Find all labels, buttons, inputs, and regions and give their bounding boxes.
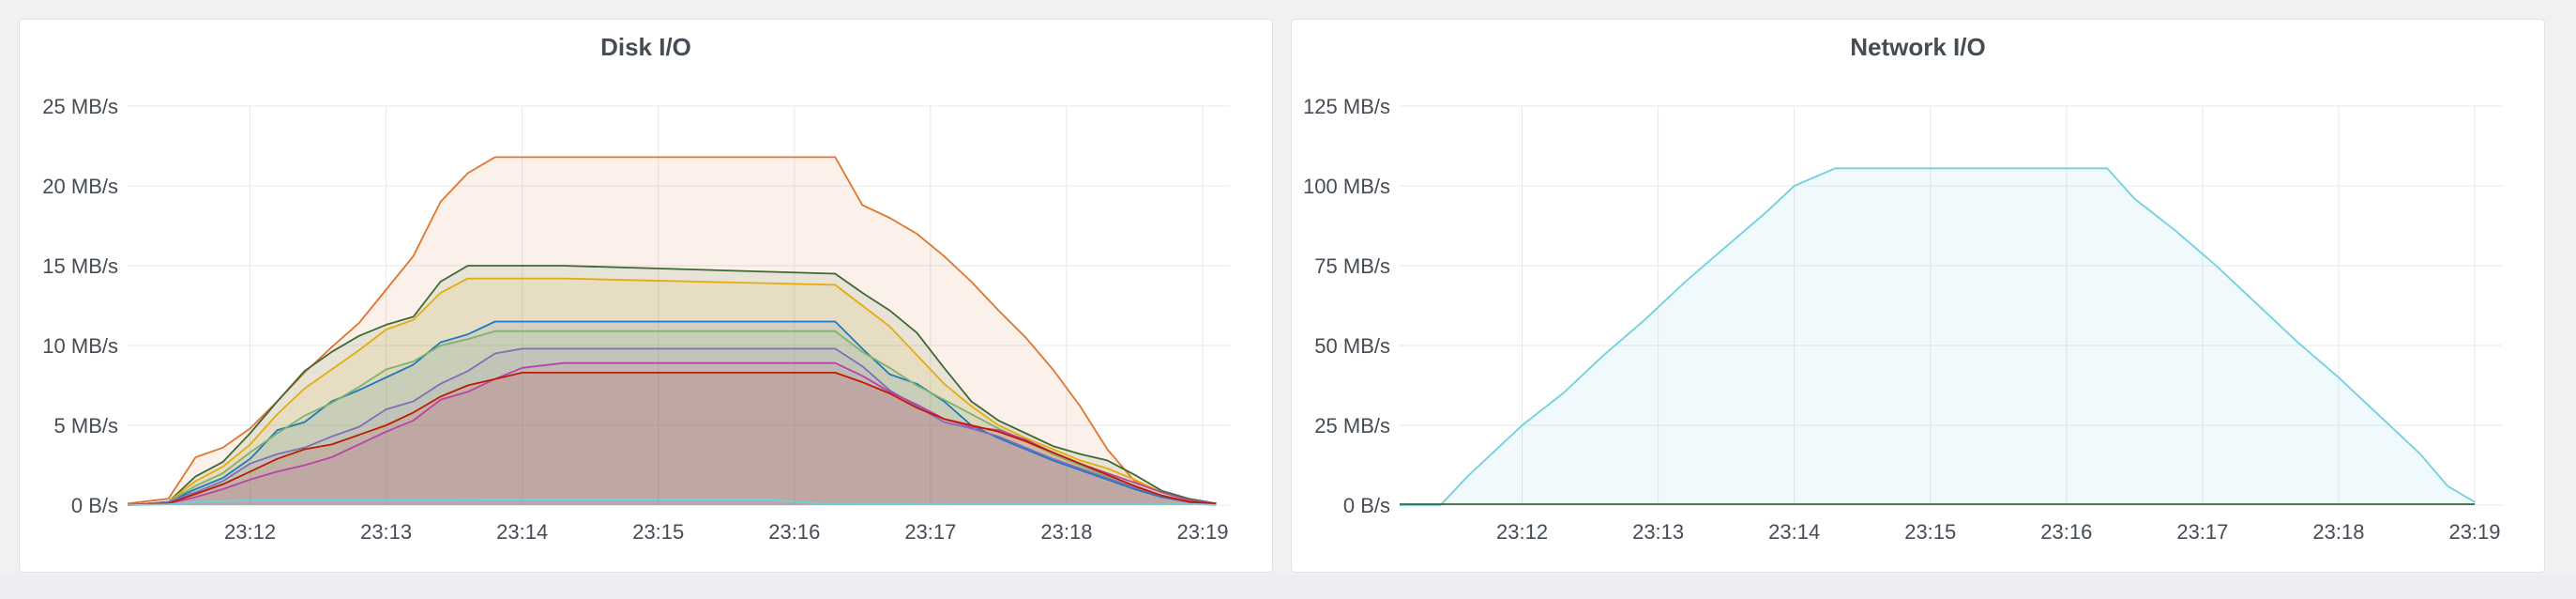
bottom-strip xyxy=(0,575,2576,599)
network-io-x-tick-label: 23:18 xyxy=(2312,520,2364,544)
network-io-lines xyxy=(1400,167,2476,506)
disk-io-x-tick-label: 23:18 xyxy=(1040,520,1092,544)
network-io-panel: Network I/O 0 B/s 25 MB/s 50 MB/s 75 MB/s 10… xyxy=(1291,19,2545,573)
network-io-x-tick-label: 23:16 xyxy=(2040,520,2092,544)
disk-io-series-line-7 xyxy=(127,372,1217,506)
network-io-areas xyxy=(1400,168,2475,506)
network-io-y-tick-label: 25 MB/s xyxy=(1314,414,1390,438)
network-io-y-tick-label: 50 MB/s xyxy=(1314,334,1390,358)
disk-io-series-line-8 xyxy=(127,499,1217,506)
disk-io-x-tick-label: 23:14 xyxy=(496,520,548,544)
network-io-series-line-0 xyxy=(1400,167,2476,506)
disk-io-y-tick-label: 25 MB/s xyxy=(42,95,118,118)
network-io-x-tick-label: 23:12 xyxy=(1496,520,1548,544)
disk-io-y-tick-label: 5 MB/s xyxy=(54,414,118,438)
disk-io-x-tick-label: 23:19 xyxy=(1176,520,1228,544)
disk-io-x-tick-label: 23:15 xyxy=(632,520,684,544)
disk-io-chart: 0 B/s 5 MB/s 10 MB/s 15 MB/s 20 MB/s 25 MB/s 2… xyxy=(42,95,1230,544)
top-strip xyxy=(0,0,2576,9)
disk-io-grid xyxy=(128,105,1230,506)
disk-io-title: Disk I/O xyxy=(600,33,691,61)
disk-io-x-tick-label: 23:13 xyxy=(360,520,412,544)
disk-io-x-tick-label: 23:17 xyxy=(904,520,956,544)
disk-io-series-area-3 xyxy=(128,321,1217,505)
disk-io-y-tick-label: 15 MB/s xyxy=(42,254,118,278)
disk-io-series-area-6 xyxy=(128,362,1217,505)
disk-io-series-line-3 xyxy=(127,320,1217,506)
disk-io-x-tick-label: 23:12 xyxy=(224,520,276,544)
network-io-y-tick-label: 125 MB/s xyxy=(1303,95,1390,118)
disk-io-series-area-2 xyxy=(128,278,1217,505)
disk-io-series-line-4 xyxy=(127,330,1217,506)
disk-io-y-tick-label: 10 MB/s xyxy=(42,334,118,358)
network-io-x-tick-label: 23:13 xyxy=(1632,520,1684,544)
disk-io-y-tick-label: 0 B/s xyxy=(71,494,118,517)
network-io-title: Network I/O xyxy=(1850,33,1986,61)
disk-io-y-tick-label: 20 MB/s xyxy=(42,175,118,198)
disk-io-series-line-5 xyxy=(127,347,1217,506)
network-io-x-tick-label: 23:14 xyxy=(1768,520,1820,544)
disk-io-lines xyxy=(127,156,1217,506)
network-io-x-tick-label: 23:15 xyxy=(1904,520,1956,544)
network-io-y-tick-label: 75 MB/s xyxy=(1314,254,1390,278)
disk-io-panel: Disk I/O 0 B/s 5 MB/s 10 MB/s 15 MB/s 20 MB/… xyxy=(19,19,1273,573)
disk-io-series-line-1 xyxy=(127,265,1217,506)
disk-io-series-area-7 xyxy=(128,372,1217,505)
network-io-y-tick-label: 100 MB/s xyxy=(1303,175,1390,198)
network-io-chart: 0 B/s 25 MB/s 50 MB/s 75 MB/s 100 MB/s 125 MB… xyxy=(1303,95,2502,544)
disk-io-x-tick-label: 23:16 xyxy=(768,520,820,544)
network-io-grid xyxy=(1400,105,2502,506)
disk-io-series-area-4 xyxy=(128,330,1217,505)
disk-io-series-area-5 xyxy=(128,348,1217,505)
disk-io-series-line-2 xyxy=(127,277,1217,506)
network-io-x-tick-label: 23:17 xyxy=(2176,520,2228,544)
network-io-series-area-0 xyxy=(1400,168,2475,506)
network-io-x-tick-label: 23:19 xyxy=(2448,520,2500,544)
network-io-y-tick-label: 0 B/s xyxy=(1343,494,1390,517)
